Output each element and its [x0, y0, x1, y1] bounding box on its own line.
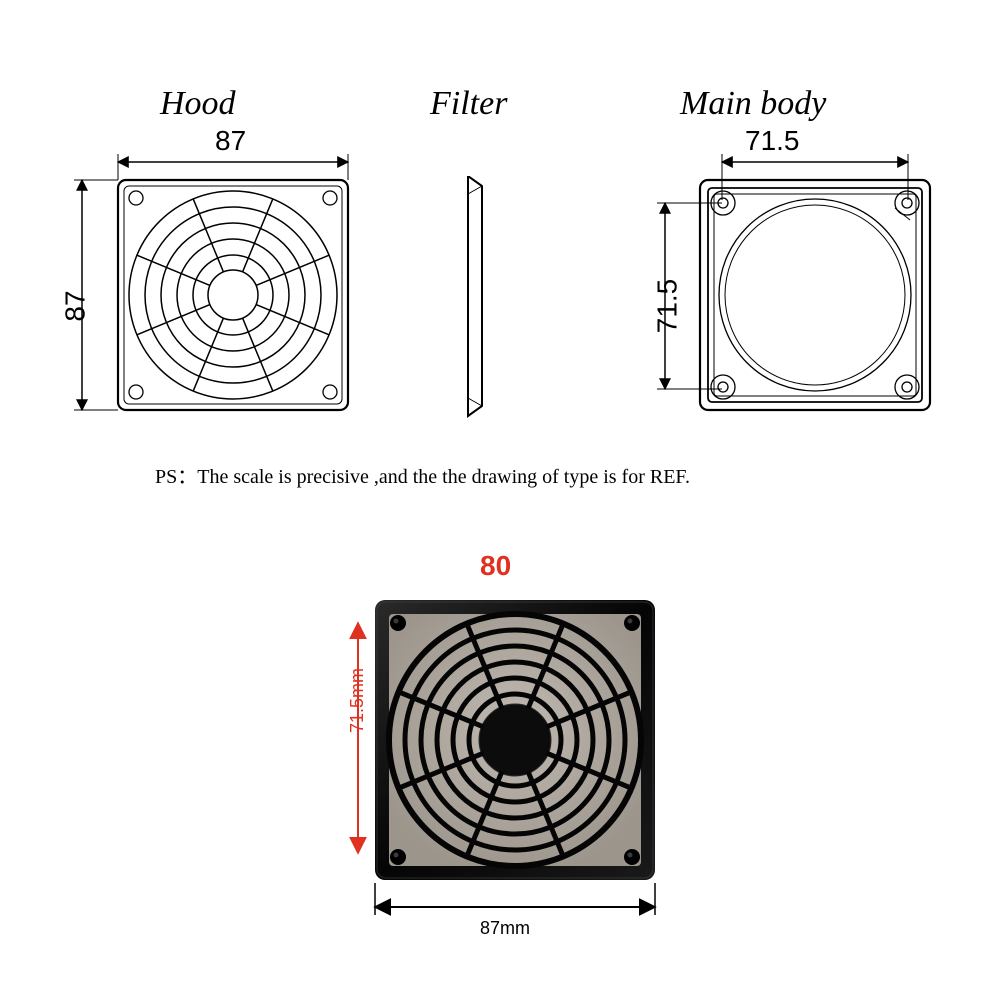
- diagram-stage: Hood Filter Main body 87 71.5 87 71.5 PS…: [0, 0, 1000, 1000]
- main-body-drawing: [630, 150, 950, 440]
- hood-title: Hood: [160, 85, 236, 123]
- main-title: Main body: [680, 85, 826, 123]
- hood-drawing: [50, 150, 370, 440]
- product-photo: [300, 585, 720, 955]
- filter-title: Filter: [430, 85, 507, 123]
- ps-note: PS：The scale is precisive ,and the the d…: [155, 460, 690, 489]
- photo-model-label: 80: [480, 550, 511, 582]
- filter-drawing: [455, 176, 505, 426]
